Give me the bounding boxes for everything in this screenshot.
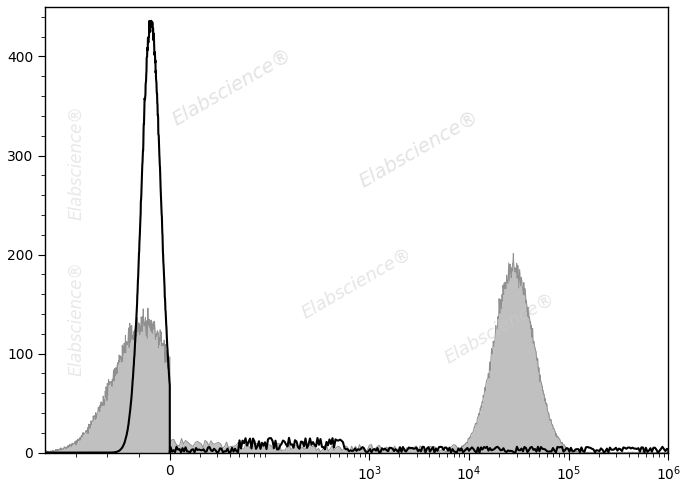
Text: Elabscience®: Elabscience®	[299, 245, 415, 322]
Text: Elabscience®: Elabscience®	[67, 105, 85, 220]
Text: Elabscience®: Elabscience®	[169, 45, 295, 129]
Text: Elabscience®: Elabscience®	[442, 289, 559, 367]
Text: Elabscience®: Elabscience®	[356, 108, 482, 192]
Text: Elabscience®: Elabscience®	[67, 262, 85, 376]
